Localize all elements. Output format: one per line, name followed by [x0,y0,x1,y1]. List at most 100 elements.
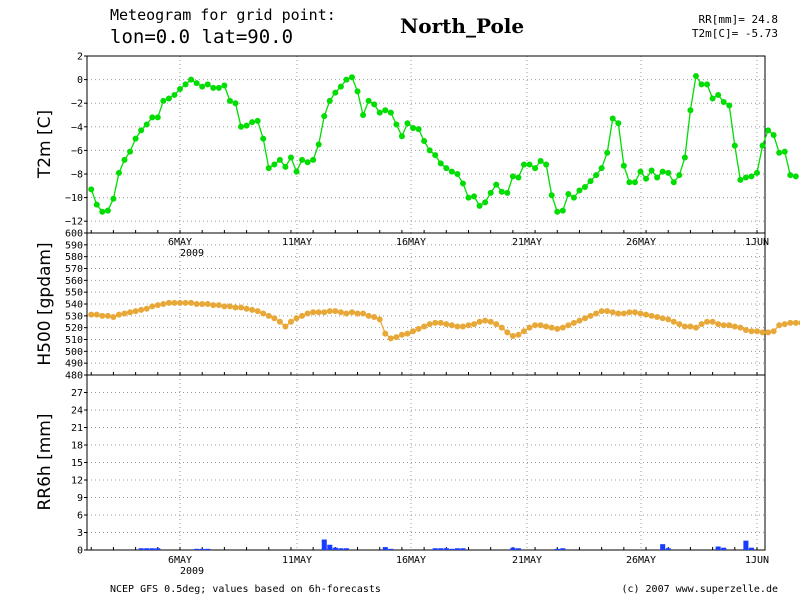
x-tick-label: 16MAY [396,555,426,566]
y-tick-label: 21 [71,423,83,434]
h500-point [326,308,333,315]
h500-point [271,315,278,322]
h500-point [143,305,150,312]
t2m-point [681,154,688,161]
h500-point [398,331,405,338]
y-tick-label: 480 [65,371,83,382]
t2m-point [104,207,111,214]
h500-point [215,302,222,309]
rr-bar [443,548,449,550]
t2m-point [304,159,311,166]
t2m-point [582,183,589,190]
h500-point [659,315,666,322]
h500-point [88,311,95,318]
h500-point [731,323,738,330]
y-tick-label: 27 [71,388,83,399]
t2m-point [426,147,433,154]
t2m-point [437,160,444,167]
t2m-point [371,101,378,108]
t2m-point [398,133,405,140]
h500-point [432,319,439,326]
t2m-point [321,113,328,120]
t2m-point [332,89,339,96]
h500-point [537,322,544,329]
t2m-point [265,165,272,172]
t2m-point [204,81,211,88]
t2m-point [448,168,455,175]
h500-point [704,318,711,325]
meteogram-title-line1: Meteogram for grid point: [110,6,336,24]
rr-bar [515,548,521,550]
h500-point [692,324,699,331]
h500-point [365,312,372,319]
t2m-point [559,207,566,214]
t2m-point [471,193,478,200]
t2m-point [476,202,483,209]
h500-point [310,309,317,316]
t2m-point [670,179,677,186]
t2m-point [754,169,760,176]
y-tick-label: 18 [71,441,83,452]
h500-point [687,323,694,330]
h500-point [781,321,788,328]
h500-point [188,299,195,306]
t2m-point [443,165,450,172]
h500-point [304,310,311,317]
h500-point [504,329,511,336]
h500-point [232,304,239,311]
rr-bar [138,548,144,550]
h500-point [265,312,272,319]
t2m-point [282,163,289,170]
t2m-point [360,112,367,118]
rr-bar [743,540,749,550]
h500-point [565,322,572,329]
t2m-point [376,109,383,116]
t2m-point [654,174,661,181]
t2m-point [609,115,616,122]
x-tick-label: 6MAY [168,555,192,566]
h500-point [443,321,450,328]
t2m-point [593,172,600,179]
t2m-point [254,117,261,124]
t2m-point [193,80,200,87]
h500-point [670,318,677,325]
h500-point [709,318,716,325]
h500-point [543,323,550,330]
h500-point [737,324,744,331]
rr-bar [144,548,150,550]
h500-point [393,334,400,341]
h500-point [426,321,433,328]
y-axis-label: RR6h [mm] [35,413,55,510]
h500-point [754,328,760,335]
y-tick-label: 570 [65,264,83,275]
h500-point [637,310,644,317]
h500-point [493,321,500,328]
y-tick-label: −12 [65,217,83,228]
rr-bar [721,547,727,550]
y-tick-label: −6 [71,146,83,157]
h500-point [182,299,189,306]
t2m-point [520,161,527,168]
h500-point [249,306,256,313]
rr-bar [321,539,327,550]
y-tick-label: 0 [77,546,83,557]
t2m-summary: T2m[C]= -5.73 [691,27,778,40]
h500-point [221,303,228,310]
t2m-point [387,109,394,116]
h500-point [138,306,145,313]
y-axis-label: H500 [gpdam] [35,242,55,365]
t2m-point [576,187,583,194]
t2m-point [115,169,122,176]
h500-point [509,332,516,339]
h500-point [371,314,378,321]
t2m-point [659,168,666,175]
t2m-point [404,120,411,127]
h500-point [465,322,472,329]
h500-point [410,328,417,335]
t2m-point [676,172,683,179]
h500-point [127,309,134,316]
rr-bar [454,548,460,550]
t2m-point [759,142,766,149]
rr-bar [560,548,566,550]
h500-point [348,309,355,316]
